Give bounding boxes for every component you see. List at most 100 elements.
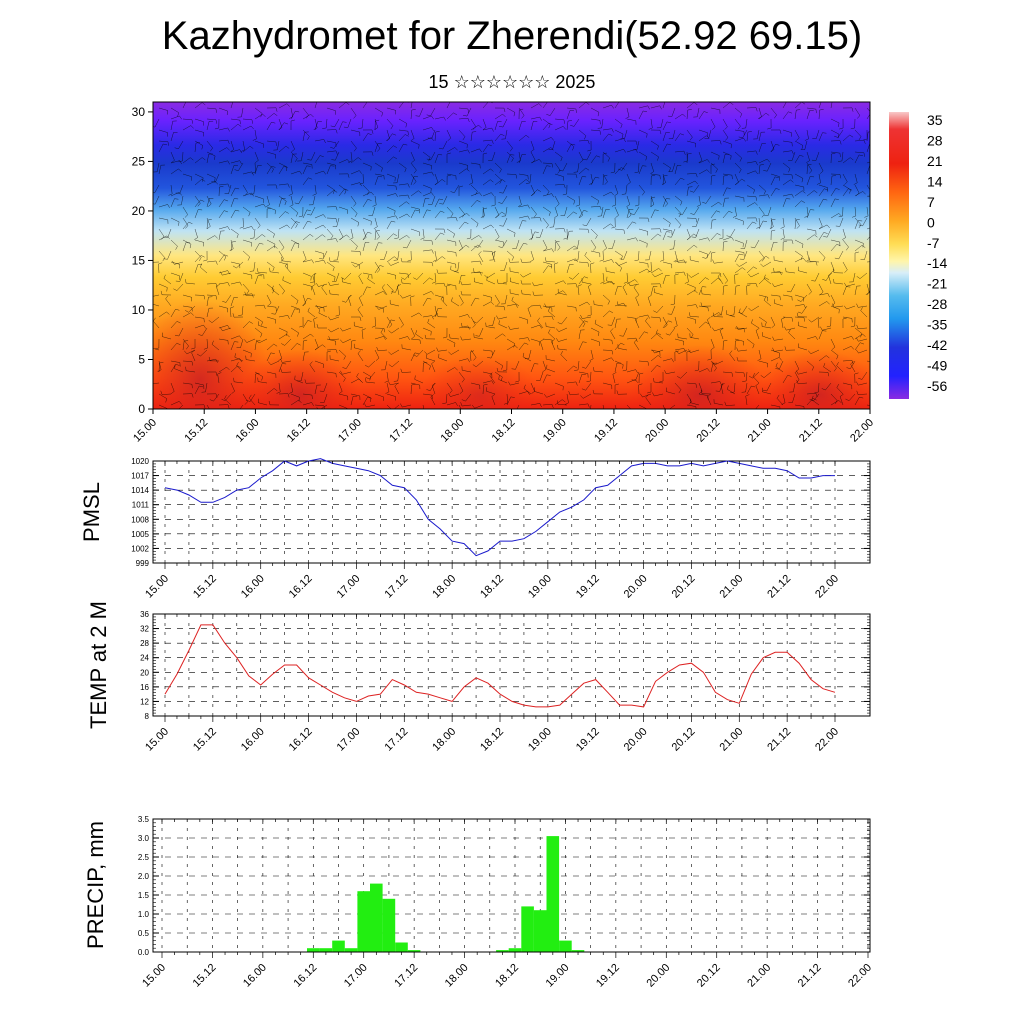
wind-barb-flag (299, 325, 304, 328)
wind-barb (710, 363, 714, 373)
wind-barb (194, 239, 204, 243)
wind-barb (714, 327, 724, 332)
wind-barb-flag (687, 109, 692, 111)
wind-barb-flag (286, 331, 288, 336)
wind-barb-flag (203, 404, 206, 409)
wind-barb-flag (801, 178, 804, 183)
wind-barb-flag (788, 329, 791, 333)
wind-barb-flag (158, 262, 163, 265)
wind-barb-flag (313, 317, 318, 320)
wind-barb (290, 151, 298, 159)
wind-barb (402, 404, 412, 408)
wind-barb (530, 250, 534, 260)
wind-barb (854, 245, 863, 252)
wind-barb-flag (284, 262, 288, 267)
wind-barb (738, 327, 748, 330)
wind-barb (842, 316, 852, 319)
wind-barb (176, 283, 184, 291)
wind-barb (462, 338, 472, 341)
wind-barb (338, 371, 346, 379)
wind-barb (638, 228, 648, 232)
x-tick-label: 15.12 (191, 726, 219, 754)
wind-barb (564, 206, 568, 216)
wind-barb (270, 360, 280, 366)
wind-barb (553, 217, 556, 227)
wind-barb (326, 371, 336, 374)
wind-barb-flag (660, 259, 664, 262)
wind-barb (241, 305, 244, 315)
wind-barb-flag (166, 287, 168, 292)
colorbar-label: 21 (927, 153, 943, 169)
wind-barb-flag (575, 258, 578, 263)
wind-barb-flag (599, 259, 604, 262)
wind-barb (745, 371, 748, 381)
wind-barb-flag (366, 286, 371, 288)
wind-barb (794, 257, 804, 263)
wind-barb (842, 134, 850, 142)
wind-barb-flag (712, 327, 715, 332)
wind-barb (707, 319, 712, 329)
wind-barb-flag (525, 182, 530, 184)
wind-barb-flag (718, 201, 722, 205)
wind-barb (302, 272, 312, 277)
wind-barb-flag (406, 201, 410, 205)
wind-barb-flag (844, 282, 847, 287)
wind-barb-flag (826, 224, 830, 229)
wind-barb (302, 259, 312, 263)
wind-barb (698, 286, 703, 296)
wind-barb-flag (303, 339, 308, 342)
wind-barb-flag (215, 283, 218, 288)
wind-barb (722, 129, 729, 138)
wind-barb-flag (198, 334, 203, 336)
wind-barb-flag (311, 259, 314, 264)
heatmap-x-axis: 15.00 15.12 16.00 16.12 17.00 17.12 18.00 18.12… (131, 409, 876, 445)
wind-barb (158, 129, 168, 133)
wind-barb-flag (546, 191, 550, 196)
wind-barb (398, 235, 407, 241)
wind-barb (638, 360, 648, 363)
wind-barb (720, 385, 724, 395)
wind-barb-flag (499, 225, 504, 227)
wind-barb-flag (719, 381, 722, 386)
wind-barb (614, 195, 617, 205)
colorbar-label: 14 (927, 173, 943, 189)
wind-barb-flag (237, 123, 242, 127)
wind-barb-flag (295, 224, 298, 228)
wind-barb-flag (569, 277, 573, 280)
wind-barb-flag (482, 127, 487, 130)
wind-barb-flag (234, 169, 239, 171)
wind-barb-flag (178, 168, 182, 172)
wind-barb (386, 256, 395, 263)
wind-barb (386, 215, 396, 219)
wind-barb (362, 397, 368, 406)
wind-barb (650, 140, 659, 147)
wind-barb (222, 327, 232, 332)
wind-barb (284, 338, 292, 346)
wind-barb (282, 280, 292, 285)
wind-barb (284, 265, 292, 274)
wind-barb (342, 371, 352, 375)
wind-barb-flag (854, 372, 859, 375)
wind-barb (434, 250, 437, 260)
wind-barb (330, 283, 340, 286)
wind-barb (794, 129, 800, 139)
wind-barb (438, 357, 448, 362)
wind-barb-flag (673, 325, 678, 328)
wind-barb (858, 393, 868, 395)
wind-barb-flag (689, 137, 693, 141)
wind-barb-flag (775, 362, 778, 367)
wind-barb (548, 332, 556, 340)
wind-barb-flag (520, 280, 523, 285)
wind-barb (626, 149, 636, 153)
wind-barb-flag (659, 283, 662, 288)
wind-barb-flag (677, 376, 681, 379)
wind-barb-flag (426, 158, 431, 161)
wind-barb (242, 206, 251, 213)
wind-barb-flag (216, 284, 220, 287)
wind-barb (763, 300, 772, 307)
wind-barb (614, 360, 624, 365)
wind-barb (858, 305, 868, 308)
wind-barb-flag (371, 325, 376, 328)
wind-barb-flag (359, 251, 362, 256)
